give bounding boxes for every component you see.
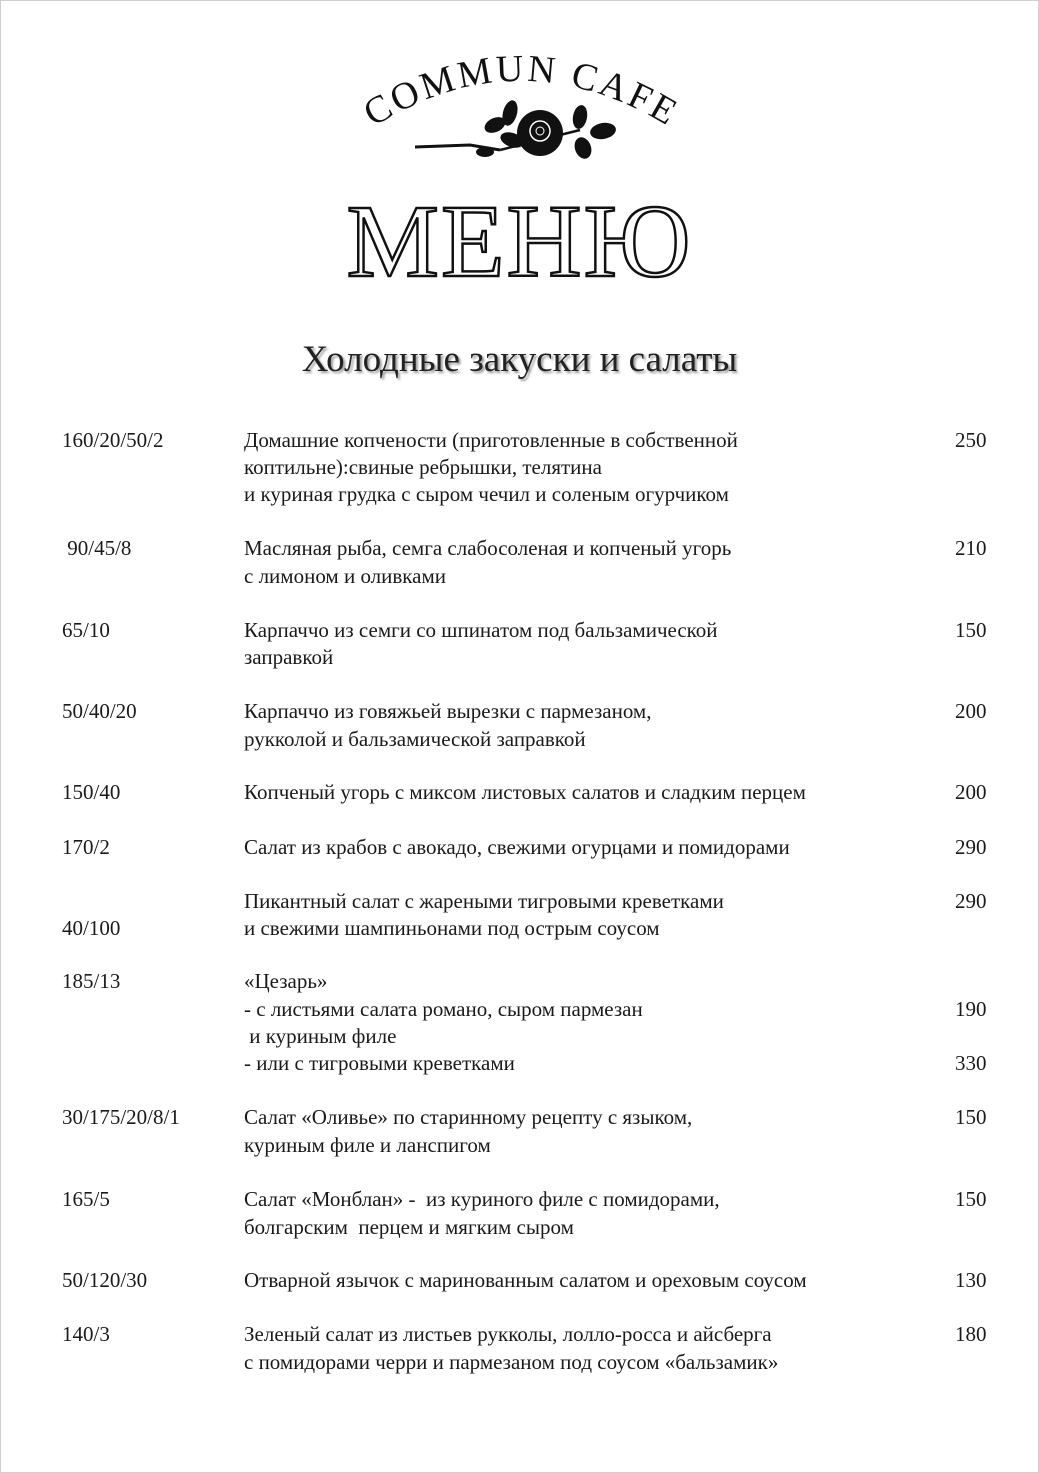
item-description-line: и куриным филе [244,1024,397,1048]
item-description-line: - или с тигровыми креветками [244,1051,515,1075]
item-price: 290 [955,889,987,913]
item-price: 330 [955,1051,987,1075]
item-weight: 160/20/50/2 [62,428,164,452]
item-price: 250 [955,428,987,452]
item-price: 200 [955,780,987,804]
item-description-line: куриным филе и ланспигом [244,1133,491,1157]
item-description-line: Карпаччо из говяжьей вырезки с пармезано… [244,699,652,723]
item-weight: 90/45/8 [62,536,132,560]
item-price: 150 [955,1105,987,1129]
item-price: 180 [955,1322,987,1346]
item-description-line: и куриная грудка с сыром чечил и соленым… [244,482,729,506]
page-title: МЕНЮ [345,184,693,299]
logo: COMMUN CAFE [340,48,700,185]
item-description-line: Пикантный салат с жареными тигровыми кре… [244,889,724,913]
item-description-line: Копченый угорь с миксом листовых салатов… [244,780,806,804]
item-description-line: рукколой и бальзамической заправкой [244,727,586,751]
item-description-line: с лимоном и оливками [244,564,447,588]
item-weight: 50/120/30 [62,1268,148,1292]
item-price: 130 [955,1268,987,1292]
item-price: 210 [955,536,987,560]
item-weight: 185/13 [62,969,121,993]
item-description-line: Карпаччо из семги со шпинатом под бальза… [244,618,718,642]
item-price: 190 [955,997,987,1021]
item-weight: 150/40 [62,780,121,804]
rose-icon [414,100,616,159]
item-description-line: Отварной язычок с маринованным салатом и… [244,1268,807,1292]
item-description-line: Салат «Монблан» - из куриного филе с пом… [244,1187,720,1211]
logo-graphic: COMMUN CAFE [357,48,683,159]
item-price: 150 [955,1187,987,1211]
item-price: 200 [955,699,987,723]
item-description-line: и свежими шампиньонами под острым соусом [244,916,660,940]
item-description-line: с помидорами черри и пармезаном под соус… [244,1350,779,1374]
item-description-line: болгарским перцем и мягким сыром [244,1215,574,1239]
item-price: 150 [955,618,987,642]
item-description-line: - с листьями салата романо, сыром пармез… [244,997,643,1021]
item-weight: 50/40/20 [62,699,137,723]
item-weight: 170/2 [62,835,110,859]
item-weight: 165/5 [62,1187,110,1211]
item-description-line: Зеленый салат из листьев рукколы, лолло-… [244,1322,772,1346]
item-description-line: «Цезарь» [244,969,328,993]
item-price: 290 [955,835,987,859]
item-description-line: Домашние копчености (приготовленные в со… [244,428,738,452]
item-description-line: Салат из крабов с авокадо, свежими огурц… [244,835,790,859]
section-title: Холодные закуски и салаты [301,339,738,380]
item-description-line: Салат «Оливье» по старинному рецепту с я… [244,1105,693,1129]
item-description-line: заправкой [244,645,334,669]
item-description-line: Масляная рыба, семга слабосоленая и копч… [244,536,732,560]
item-description-line: коптильне):свиные ребрышки, телятина [244,455,602,479]
item-weight: 30/175/20/8/1 [62,1105,180,1129]
item-weight: 40/100 [62,916,121,940]
item-weight: 65/10 [62,618,110,642]
item-weight: 140/3 [62,1322,110,1346]
